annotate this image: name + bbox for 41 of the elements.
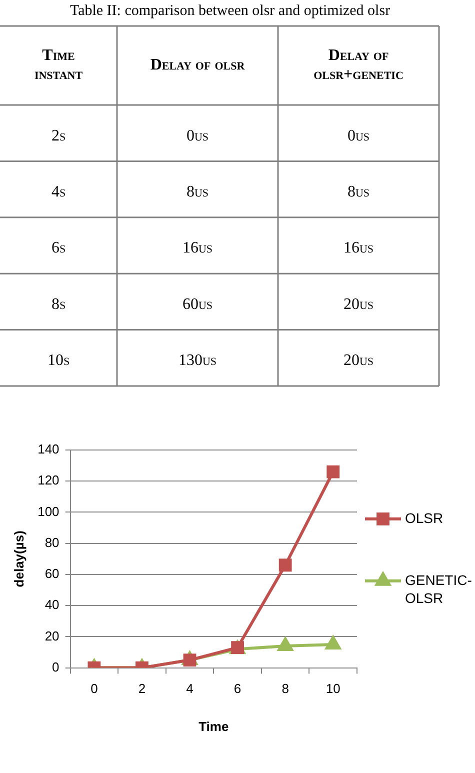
x-tick-label: 8 bbox=[282, 681, 289, 696]
data-label: 16us bbox=[182, 240, 213, 257]
legend-label: GENETIC-OLSR bbox=[405, 572, 472, 606]
y-tick-label: 120 bbox=[38, 472, 60, 488]
x-tick-label: 6 bbox=[234, 681, 242, 696]
y-axis-title: delay(µs) bbox=[11, 530, 26, 588]
y-tick-label: 100 bbox=[38, 504, 60, 519]
x-tick-label: Delay of olsr bbox=[150, 56, 246, 74]
x-tick-label: 2 bbox=[138, 681, 146, 696]
data-label: 20us bbox=[343, 296, 374, 313]
point bbox=[326, 636, 341, 650]
data-label: 20us bbox=[343, 352, 374, 370]
data-label: 130us bbox=[178, 352, 217, 370]
y-tick-label: 20 bbox=[44, 628, 60, 644]
x-tick-label: 10 bbox=[326, 681, 340, 696]
y-axis-title: Time instant bbox=[34, 47, 84, 84]
x-tick-label: Delay of olsr+genetic bbox=[314, 47, 404, 84]
data-label: 8us bbox=[347, 184, 370, 201]
x-tick-label: 4 bbox=[186, 681, 194, 696]
point bbox=[326, 465, 340, 478]
y-tick-label: 8s bbox=[51, 296, 66, 313]
y-tick-label: 140 bbox=[38, 442, 60, 457]
x-tick-label: 0 bbox=[90, 681, 98, 696]
x-axis-title: Time bbox=[198, 718, 229, 734]
y-tick-label: 40 bbox=[44, 597, 60, 612]
chart-title: Table II: comparison between olsr and optimized olsr bbox=[70, 2, 390, 19]
data-label: 16us bbox=[343, 240, 374, 257]
y-tick-label: 0 bbox=[52, 659, 60, 674]
legend-label: OLSR bbox=[405, 510, 444, 526]
data-label: 8us bbox=[186, 184, 209, 201]
y-tick-label: 80 bbox=[44, 534, 60, 550]
data-label: 60us bbox=[182, 296, 213, 313]
data-label: 0us bbox=[186, 127, 209, 144]
y-tick-label: 60 bbox=[44, 566, 60, 582]
y-tick-label: 2s bbox=[51, 127, 66, 144]
y-tick-label: 10s bbox=[47, 352, 70, 370]
data-label: 0us bbox=[347, 127, 370, 144]
y-tick-label: 4s bbox=[51, 184, 66, 201]
point bbox=[278, 558, 292, 572]
y-tick-label: 6s bbox=[51, 240, 66, 257]
point bbox=[278, 638, 293, 652]
